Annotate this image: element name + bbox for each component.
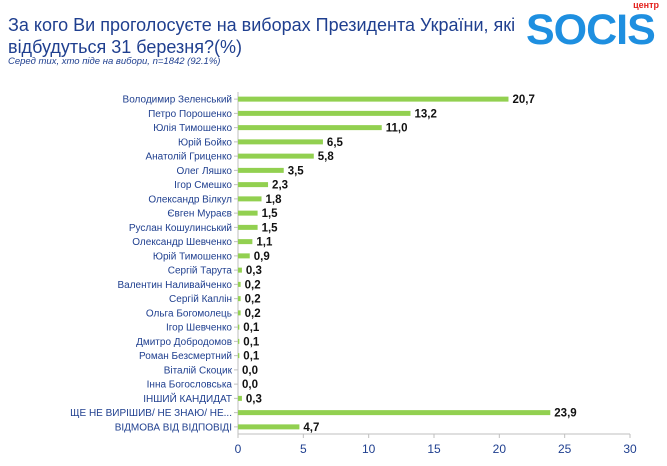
category-label: Руслан Кошулинський xyxy=(129,223,232,234)
bar xyxy=(238,310,241,316)
category-label: Олег Ляшко xyxy=(176,166,232,177)
category-label: Дмитро Добродомов xyxy=(136,336,232,348)
category-label: Віталій Скоцик xyxy=(164,365,233,376)
value-label: 0,2 xyxy=(245,294,261,306)
value-label: 1,5 xyxy=(262,222,279,234)
x-tick-label: 20 xyxy=(493,442,507,456)
bar xyxy=(238,353,240,359)
value-label: 0,3 xyxy=(246,265,262,277)
value-label: 0,2 xyxy=(245,308,261,320)
x-tick-label: 25 xyxy=(558,442,572,456)
bar xyxy=(238,296,241,302)
category-label: ВІДМОВА ВІД ВІДПОВІДІ xyxy=(115,422,232,433)
value-label: 0,2 xyxy=(245,279,261,291)
x-tick-label: 30 xyxy=(623,442,637,456)
value-label: 3,5 xyxy=(288,165,305,177)
category-label: Сергій Тарута xyxy=(168,266,233,277)
chart-title: За кого Ви проголосуєте на виборах Прези… xyxy=(8,15,516,57)
x-tick-label: 0 xyxy=(235,442,242,456)
bar xyxy=(238,167,284,173)
value-label: 1,5 xyxy=(262,208,279,220)
value-label: 0,1 xyxy=(243,336,260,348)
value-label: 0,0 xyxy=(242,365,258,377)
category-label: Ольга Богомолець xyxy=(146,308,232,319)
chart-subtitle: Серед тих, хто піде на вибори, n=1842 (9… xyxy=(8,56,221,67)
value-label: 0,9 xyxy=(254,251,270,263)
bar xyxy=(238,125,382,131)
value-label: 11,0 xyxy=(386,123,408,135)
value-label: 4,7 xyxy=(303,422,319,434)
category-label: Сергій Каплін xyxy=(169,294,232,305)
bar xyxy=(238,224,258,230)
bar xyxy=(238,410,551,416)
value-label: 0,3 xyxy=(246,393,262,405)
bar xyxy=(238,153,314,159)
bar xyxy=(238,96,509,102)
bar xyxy=(238,110,411,116)
category-label: Юрій Тимошенко xyxy=(153,251,233,262)
category-label: Петро Порошенко xyxy=(148,109,232,120)
logo-prefix: центр xyxy=(633,0,659,10)
bar xyxy=(238,210,258,216)
category-label: Володимир Зеленський xyxy=(123,95,232,106)
category-label: Роман Безсмертний xyxy=(139,351,232,362)
bar xyxy=(238,338,240,344)
bar xyxy=(238,424,300,430)
logo-text: SOCIS xyxy=(526,6,656,54)
category-label: Інна Богословська xyxy=(147,380,233,391)
category-label: Євген Мураєв xyxy=(167,209,232,220)
value-label: 0,0 xyxy=(242,379,258,391)
value-label: 0,1 xyxy=(243,322,260,334)
bar xyxy=(238,267,242,273)
value-label: 0,1 xyxy=(243,351,260,363)
value-label: 1,8 xyxy=(266,194,283,206)
category-label: Ігор Шевченко xyxy=(166,323,232,334)
value-label: 23,9 xyxy=(554,408,576,420)
x-tick-label: 15 xyxy=(427,442,441,456)
category-label: Олександр Шевченко xyxy=(132,237,232,248)
bar xyxy=(238,281,241,287)
category-label: Валентин Наливайченко xyxy=(117,280,232,291)
value-label: 6,5 xyxy=(327,137,344,149)
bar xyxy=(238,253,250,259)
bar xyxy=(238,196,262,202)
value-label: 20,7 xyxy=(512,94,534,106)
category-label: Олександр Вілкул xyxy=(148,194,232,205)
category-label: Ігор Смешко xyxy=(174,180,232,191)
value-label: 1,1 xyxy=(256,237,273,249)
bar xyxy=(238,395,242,401)
value-label: 5,8 xyxy=(318,151,335,163)
bar xyxy=(238,239,253,245)
bar xyxy=(238,139,323,145)
category-label: Юлія Тимошенко xyxy=(153,123,232,134)
category-label: ІНШИЙ КАНДИДАТ xyxy=(143,392,232,405)
category-label: Юрій Бойко xyxy=(178,137,232,148)
category-label: ЩЕ НЕ ВИРІШИВ/ НЕ ЗНАЮ/ НЕ... xyxy=(70,408,232,419)
value-label: 2,3 xyxy=(272,180,288,192)
x-tick-label: 10 xyxy=(362,442,376,456)
value-label: 13,2 xyxy=(414,108,436,120)
x-tick-label: 5 xyxy=(300,442,307,456)
bar xyxy=(238,324,240,330)
bar xyxy=(238,182,269,188)
category-label: Анатолій Гриценко xyxy=(145,152,232,163)
socis-logo: центр SOCIS xyxy=(520,0,665,54)
